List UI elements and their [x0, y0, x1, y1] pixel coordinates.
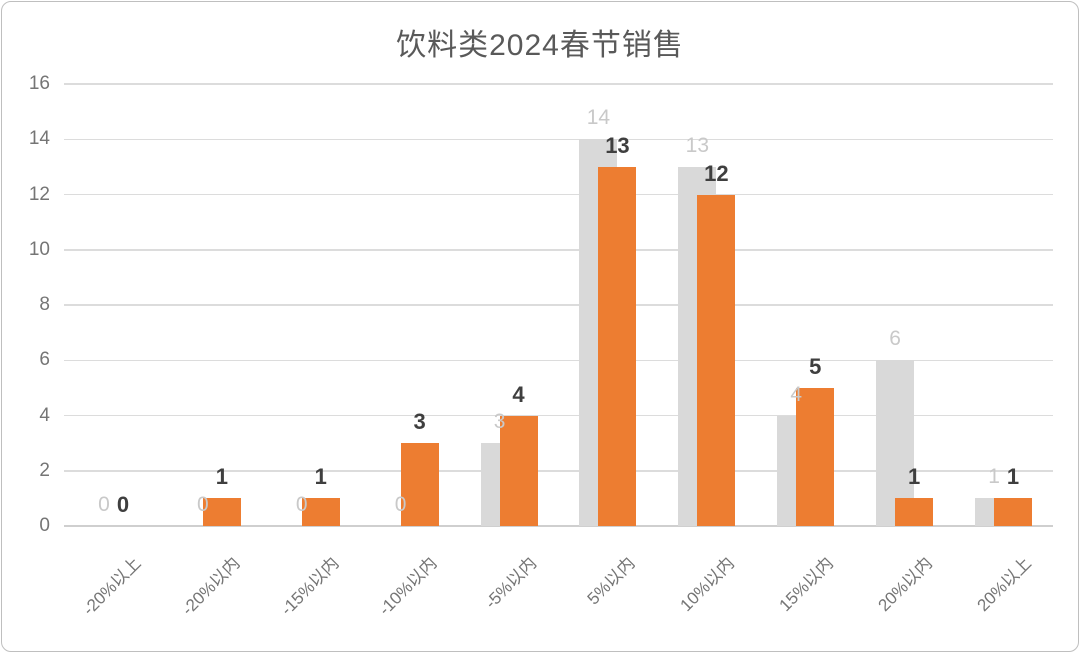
- bar-orange: [895, 498, 934, 526]
- bar-label-orange: 4: [512, 381, 525, 407]
- bar-orange: [301, 498, 340, 526]
- bar-label-orange: 3: [413, 409, 426, 435]
- gridline: [64, 470, 1053, 472]
- y-axis-tick-label: 4: [39, 404, 50, 426]
- y-axis-tick-label: 16: [28, 73, 50, 94]
- bar-label-orange: 1: [215, 464, 228, 490]
- bar-label-gray: 0: [197, 493, 209, 516]
- x-axis-line: [64, 525, 1053, 527]
- bar-orange: [598, 166, 637, 526]
- gridline: [64, 414, 1053, 417]
- bar-label-gray: 3: [493, 410, 506, 434]
- bar-orange: [697, 194, 736, 526]
- bar-label-gray: 4: [790, 382, 803, 406]
- bar-orange: [994, 498, 1033, 526]
- bar-label-orange: 1: [908, 464, 921, 490]
- bar-orange: [796, 387, 835, 526]
- chart-title: 饮料类2024春节销售: [396, 29, 684, 62]
- gridline: [64, 138, 1053, 140]
- x-axis-category-label: 10%以内: [676, 553, 738, 616]
- bar-label-gray: 0: [98, 493, 110, 516]
- x-axis-category-label: 5%以内: [584, 553, 639, 609]
- y-axis-tick-label: 8: [39, 294, 50, 315]
- x-axis-category-label: 20%以内: [874, 553, 936, 616]
- bar-orange: [202, 498, 241, 526]
- bar-label-gray: 13: [685, 133, 710, 157]
- bar-label-gray: 6: [889, 327, 901, 351]
- bar-label-orange: 5: [809, 353, 822, 379]
- x-axis-category-label: -15%以内: [276, 553, 343, 620]
- bar-label-gray: 0: [394, 493, 407, 516]
- bar-label-orange: 1: [1006, 464, 1020, 490]
- bar-orange: [499, 415, 538, 526]
- gridline: [64, 83, 1053, 85]
- x-axis-category-label: -5%以内: [481, 553, 541, 613]
- bar-label-orange: 12: [704, 160, 729, 186]
- y-axis-tick-label: 12: [28, 183, 50, 205]
- bar-label-gray: 0: [295, 493, 308, 516]
- gridline: [64, 359, 1053, 361]
- y-axis-tick-label: 14: [28, 128, 50, 150]
- bar-label-gray: 1: [988, 465, 1000, 489]
- x-axis-category-label: 15%以内: [775, 553, 837, 616]
- bar-label-gray: 14: [586, 106, 611, 130]
- y-axis-tick-label: 2: [39, 459, 50, 481]
- y-axis-tick-label: 6: [39, 349, 50, 371]
- y-axis-tick-label: 10: [28, 238, 50, 260]
- bar-label-orange: 0: [116, 492, 130, 517]
- bar-orange: [400, 443, 439, 526]
- bar-label-orange: 13: [605, 132, 630, 158]
- x-axis-category-label: 20%以上: [972, 553, 1035, 616]
- x-axis-category-label: -10%以内: [375, 553, 442, 620]
- y-axis-tick-label: 0: [39, 515, 50, 536]
- gridline: [64, 249, 1053, 251]
- gridline: [64, 304, 1053, 306]
- x-axis-category-label: -20%以上: [78, 553, 145, 620]
- x-axis-category-label: -20%以内: [177, 553, 244, 620]
- gridline: [64, 193, 1053, 196]
- bar-label-orange: 1: [314, 464, 327, 490]
